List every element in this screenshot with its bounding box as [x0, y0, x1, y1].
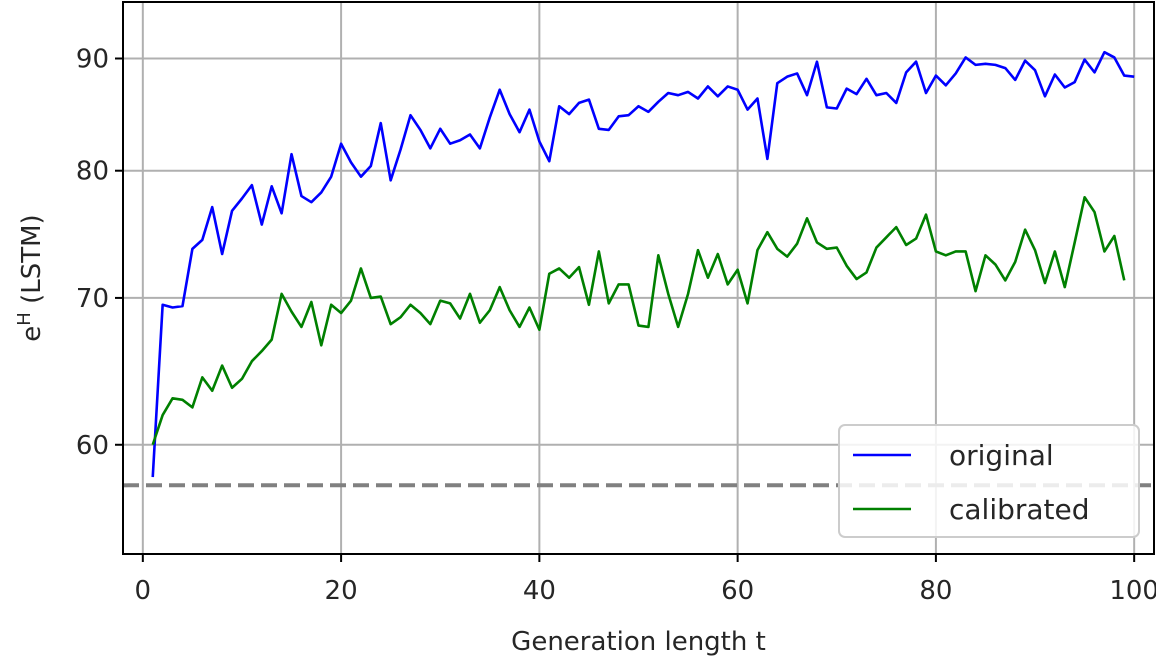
legend: original calibrated [838, 424, 1140, 538]
y-tick-label: 70 [76, 284, 109, 314]
x-tick-label: 20 [325, 576, 358, 606]
y-axis-title-rest: (LSTM) [17, 214, 47, 312]
x-tick-label: 80 [919, 576, 952, 606]
series-layer [151, 50, 1135, 478]
x-tick-label: 60 [721, 576, 754, 606]
x-tick-label: 100 [1109, 576, 1156, 606]
legend-label-calibrated: calibrated [949, 493, 1090, 526]
grid-layer [123, 2, 1154, 554]
y-axis-title: eH (LSTM) [14, 214, 47, 341]
y-axis-title-main: e [17, 326, 47, 342]
x-axis-title: Generation length t [511, 627, 766, 657]
legend-box [838, 424, 1140, 538]
y-axis-title-superscript: H [14, 312, 35, 326]
x-tick-label: 40 [523, 576, 556, 606]
x-tick-label: 0 [135, 576, 152, 606]
y-tick-label: 60 [76, 431, 109, 461]
y-tick-label: 90 [76, 45, 109, 75]
tick-layer: 0 20 40 60 80 100 60 70 80 90 [76, 45, 1156, 606]
plot-frame [122, 1, 1155, 555]
legend-label-original: original [949, 439, 1054, 472]
y-tick-label: 80 [76, 157, 109, 187]
series-line-calibrated [151, 195, 1126, 446]
series-line-original [151, 50, 1135, 478]
